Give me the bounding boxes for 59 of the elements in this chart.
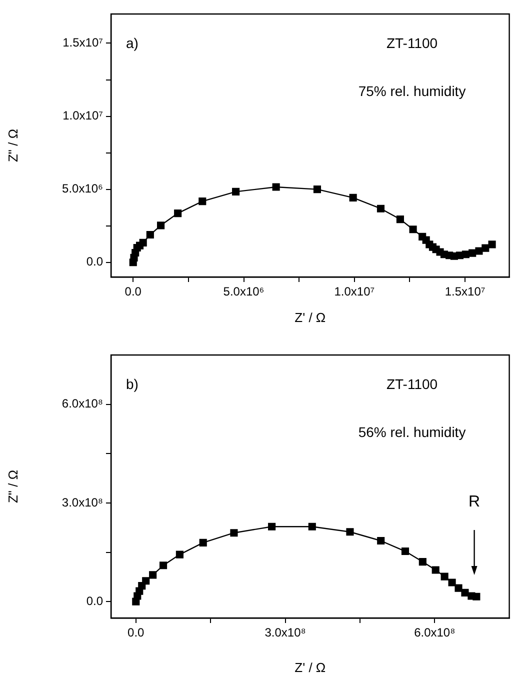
point (272, 183, 280, 191)
point (396, 216, 404, 224)
y-axis-title: Z" / Ω (5, 128, 20, 162)
point (448, 578, 456, 586)
point (308, 522, 316, 530)
point (454, 584, 462, 592)
y-tick-label: 5.0x10⁶ (62, 182, 104, 196)
point (418, 558, 426, 566)
point (176, 550, 184, 558)
point (142, 577, 150, 585)
x-axis-title: Z' / Ω (294, 310, 326, 325)
point (349, 194, 357, 202)
point (232, 188, 240, 196)
annotation: a) (126, 34, 138, 51)
point (159, 562, 168, 570)
point (440, 572, 448, 580)
point (472, 592, 480, 600)
point (377, 536, 385, 545)
annotation: 75% rel. humidity (358, 82, 466, 99)
y-tick-label: 6.0x10⁸ (62, 396, 103, 411)
annotation: R (468, 493, 480, 510)
point (146, 230, 154, 239)
point (268, 522, 276, 530)
annotation: ZT-1100 (386, 34, 438, 51)
point (199, 538, 207, 546)
point (174, 210, 182, 218)
x-tick-label: 0.0 (128, 626, 145, 640)
point (149, 571, 157, 579)
point (461, 588, 469, 596)
x-tick-label: 6.0x10⁸ (414, 626, 456, 640)
y-axis-title: Z" / Ω (5, 470, 20, 504)
point (230, 529, 238, 537)
annotation: ZT-1100 (386, 376, 438, 392)
point (313, 186, 322, 194)
y-tick-label: 1.0x10⁷ (62, 108, 103, 123)
y-tick-label: 3.0x10⁸ (62, 495, 103, 510)
point (488, 240, 496, 248)
x-tick-label: 1.0x10⁷ (334, 284, 375, 299)
y-tick-label: 1.5x10⁷ (62, 36, 103, 50)
point (468, 249, 476, 257)
annotation: 56% rel. humidity (358, 424, 466, 440)
point (475, 247, 483, 255)
point (482, 244, 490, 252)
x-tick-label: 1.5x10⁷ (444, 284, 486, 299)
point (401, 547, 410, 556)
annotation: b) (126, 376, 138, 392)
x-tick-label: 3.0x10⁸ (264, 626, 306, 640)
x-tick-label: 0.0 (124, 284, 142, 299)
point (198, 198, 206, 206)
x-axis-title: Z' / Ω (294, 660, 326, 675)
point (139, 238, 147, 246)
x-tick-label: 5.0x10⁶ (223, 284, 264, 299)
y-tick-label: 0.0 (86, 594, 104, 608)
y-tick-label: 0.0 (86, 254, 104, 269)
point (157, 222, 165, 230)
point (432, 566, 440, 574)
point (409, 226, 417, 234)
point (376, 204, 385, 212)
point (346, 528, 354, 536)
